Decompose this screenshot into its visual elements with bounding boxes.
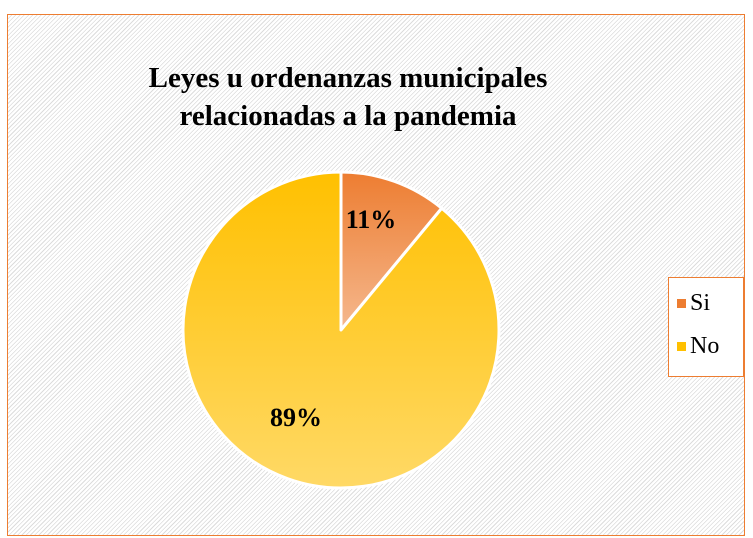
- chart-frame: Leyes u ordenanzas municipales relaciona…: [7, 14, 745, 536]
- legend-label-no: No: [690, 333, 719, 360]
- legend-item-no[interactable]: No: [677, 331, 719, 361]
- data-label-si: 11%: [346, 205, 397, 234]
- pie-slice-no[interactable]: [183, 172, 499, 488]
- legend-swatch-si: [677, 299, 686, 308]
- data-label-no: 89%: [270, 403, 322, 432]
- chart-legend: Si No: [668, 277, 744, 377]
- legend-item-si[interactable]: Si: [677, 288, 710, 318]
- legend-label-si: Si: [690, 290, 710, 317]
- pie-chart: 11% 89%: [8, 15, 746, 537]
- legend-swatch-no: [677, 342, 686, 351]
